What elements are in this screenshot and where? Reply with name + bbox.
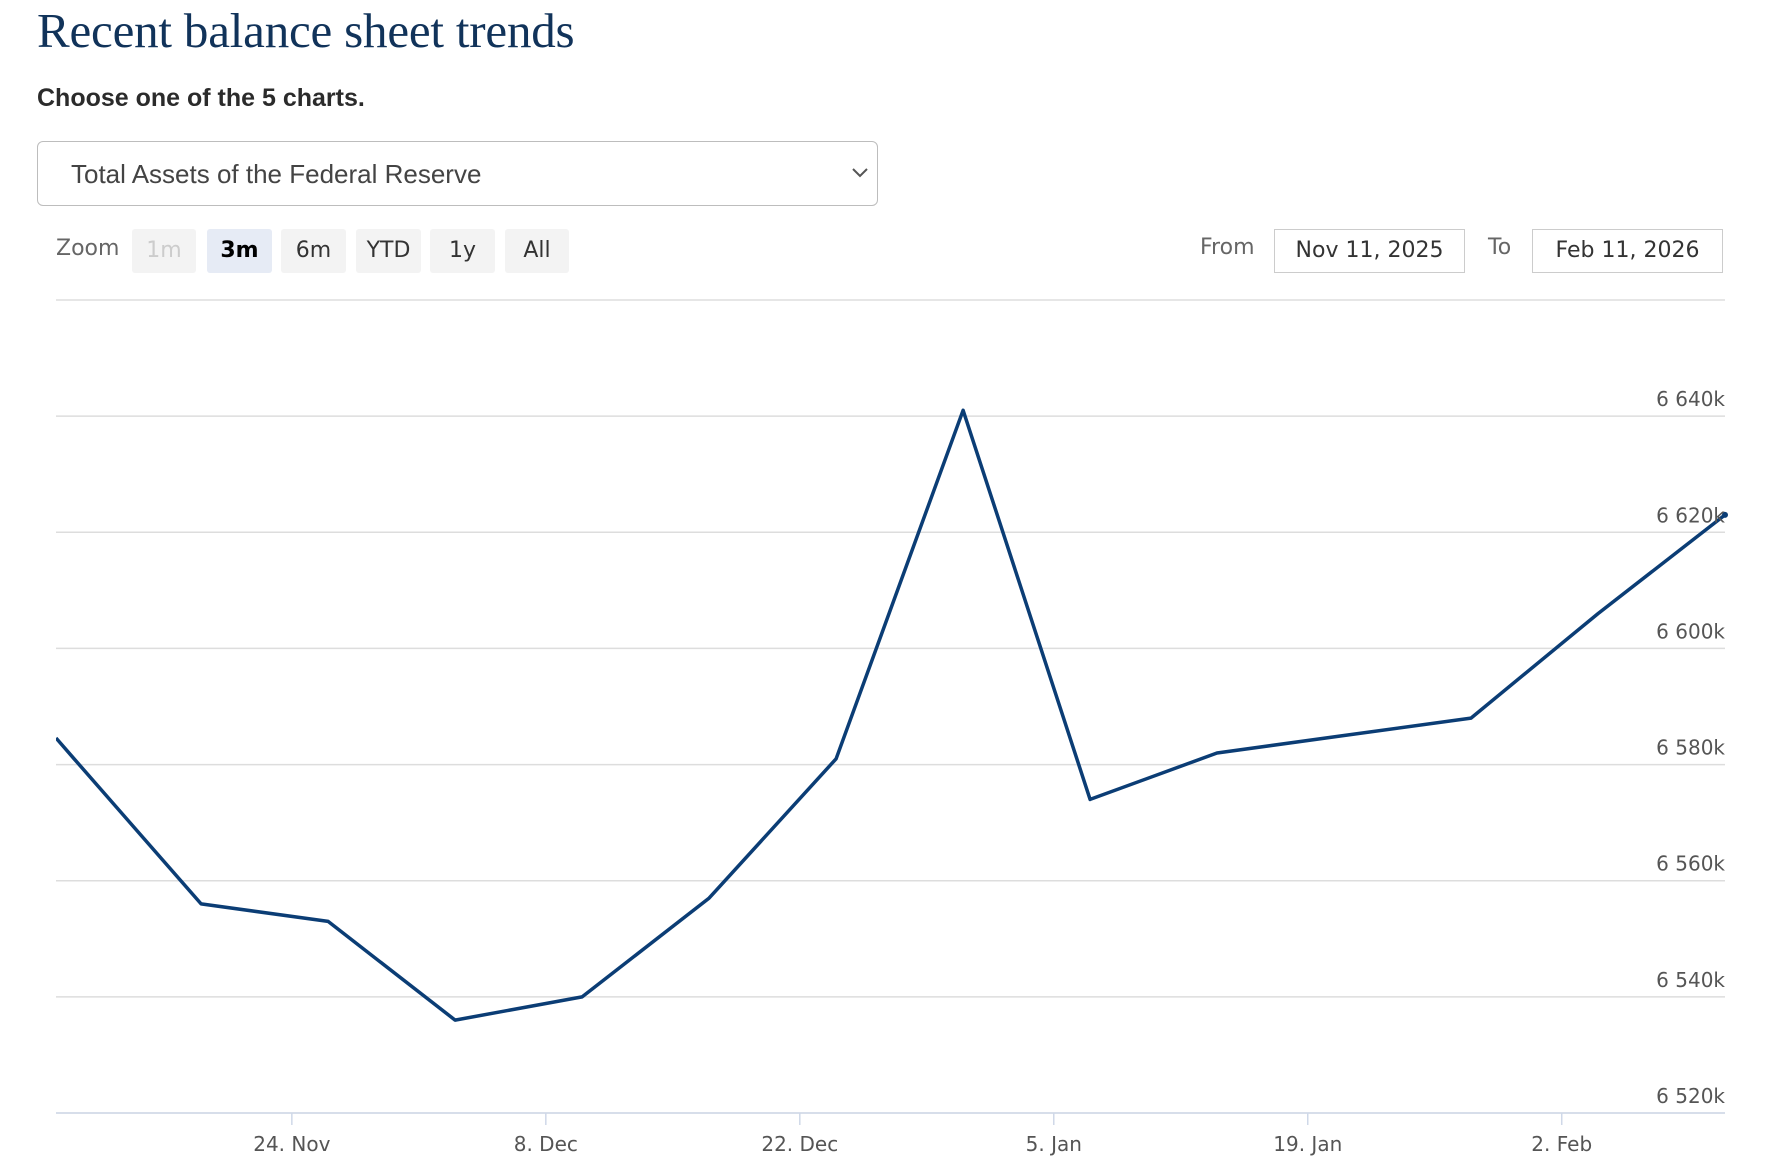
zoom-ytd-button[interactable]: YTD: [356, 229, 421, 273]
y-tick-label: 6 520k: [1656, 1084, 1725, 1108]
x-tick-label: 24. Nov: [253, 1132, 330, 1156]
y-tick-label: 6 620k: [1656, 503, 1725, 527]
x-tick-label: 22. Dec: [761, 1132, 838, 1156]
chart-select-value: Total Assets of the Federal Reserve: [71, 159, 482, 189]
y-tick-label: 6 600k: [1656, 619, 1725, 643]
chart-select-dropdown[interactable]: Total Assets of the Federal Reserve: [37, 141, 878, 206]
y-tick-label: 6 560k: [1656, 852, 1725, 876]
zoom-1m-button[interactable]: 1m: [132, 229, 196, 273]
range-from-input[interactable]: Nov 11, 2025: [1274, 229, 1465, 273]
x-tick-label: 2. Feb: [1531, 1132, 1592, 1156]
zoom-6m-button[interactable]: 6m: [281, 229, 346, 273]
zoom-1y-button[interactable]: 1y: [430, 229, 495, 273]
y-tick-label: 6 540k: [1656, 968, 1725, 992]
zoom-all-button[interactable]: All: [505, 229, 569, 273]
zoom-3m-button[interactable]: 3m: [207, 229, 272, 273]
range-to-input[interactable]: Feb 11, 2026: [1532, 229, 1723, 273]
range-from-label: From: [1200, 235, 1255, 260]
chevron-down-icon: [852, 168, 868, 178]
range-to-label: To: [1488, 235, 1512, 260]
zoom-label: Zoom: [56, 236, 120, 261]
data-point: [1722, 511, 1728, 518]
series-line: [56, 408, 1727, 1022]
x-tick-label: 8. Dec: [514, 1132, 578, 1156]
page-title: Recent balance sheet trends: [37, 3, 575, 58]
y-tick-label: 6 580k: [1656, 736, 1725, 760]
x-tick-label: 19. Jan: [1273, 1132, 1342, 1156]
x-tick-label: 5. Jan: [1026, 1132, 1082, 1156]
chart-chooser-instruction: Choose one of the 5 charts.: [37, 84, 365, 112]
y-tick-label: 6 640k: [1656, 387, 1725, 411]
